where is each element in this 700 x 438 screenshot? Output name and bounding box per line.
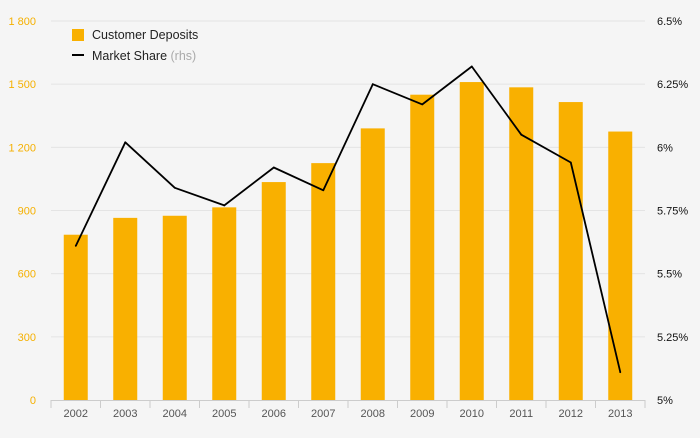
x-tick-label: 2007	[311, 408, 335, 420]
x-tick-label: 2010	[460, 408, 484, 420]
x-tick-label: 2002	[64, 408, 88, 420]
x-tick-label: 2004	[163, 408, 187, 420]
bar-2010	[459, 82, 484, 401]
y-right-tick-label: 5.25%	[657, 332, 688, 344]
bar-2006	[261, 182, 286, 400]
line-point-2011	[520, 133, 523, 136]
line-point-2010	[470, 65, 473, 68]
bar-2007	[311, 163, 336, 400]
y-right-tick-label: 6%	[657, 142, 673, 154]
line-point-2008	[371, 83, 374, 86]
x-tick-label: 2008	[361, 408, 385, 420]
y-left-tick-label: 1 500	[8, 79, 36, 91]
y-left-tick-label: 300	[18, 332, 36, 344]
x-tick-label: 2005	[212, 408, 236, 420]
bar-2013	[608, 131, 633, 400]
axes: 0 300 600 900 1 200 1 500 1 800 5% 5.25% 5.5% 5.75…	[8, 16, 688, 420]
line-point-2009	[421, 103, 424, 106]
y-right-tick-label: 6.5%	[657, 16, 682, 28]
y-left-tick-label: 0	[30, 395, 36, 407]
bar-2008	[360, 128, 385, 400]
bar-2002	[63, 234, 88, 400]
line-point-2007	[322, 189, 325, 192]
bar-2009	[410, 94, 435, 400]
y-right-tick-label: 6.25%	[657, 79, 688, 91]
line-point-2002	[74, 244, 77, 247]
y-right-tick-label: 5.75%	[657, 206, 688, 218]
x-tick-label: 2012	[559, 408, 583, 420]
x-tick-label: 2011	[509, 408, 533, 420]
y-left-tick-label: 1 800	[8, 16, 36, 28]
x-tick-label: 2009	[410, 408, 434, 420]
bar-2003	[113, 217, 138, 400]
y-right-tick-label: 5%	[657, 395, 673, 407]
line-point-2004	[173, 186, 176, 189]
legend-suffix-rhs: (rhs)	[171, 49, 197, 63]
bar-2012	[558, 102, 583, 400]
x-tick-label: 2006	[262, 408, 286, 420]
line-point-2003	[124, 141, 127, 144]
legend-label-customer-deposits: Customer Deposits	[92, 28, 198, 42]
y-left-tick-label: 1 200	[8, 142, 36, 154]
legend: Customer Deposits Market Share (rhs)	[72, 28, 198, 63]
x-tick-label: 2003	[113, 408, 137, 420]
y-right-tick-label: 5.5%	[657, 269, 682, 281]
gridlines	[51, 20, 645, 338]
y-left-tick-label: 600	[18, 269, 36, 281]
bar-2004	[162, 215, 187, 400]
line-point-2006	[272, 166, 275, 169]
bar-2005	[212, 207, 237, 400]
line-point-2012	[569, 161, 572, 164]
line-point-2013	[619, 371, 622, 374]
bar-series	[63, 82, 633, 401]
line-point-2005	[223, 204, 226, 207]
legend-label-market-share: Market Share (rhs)	[92, 49, 196, 63]
x-tick-label: 2013	[608, 408, 632, 420]
y-left-tick-label: 900	[18, 206, 36, 218]
line-series	[74, 65, 622, 374]
legend-swatch-customer-deposits	[72, 29, 84, 41]
market-share-line	[74, 65, 622, 373]
